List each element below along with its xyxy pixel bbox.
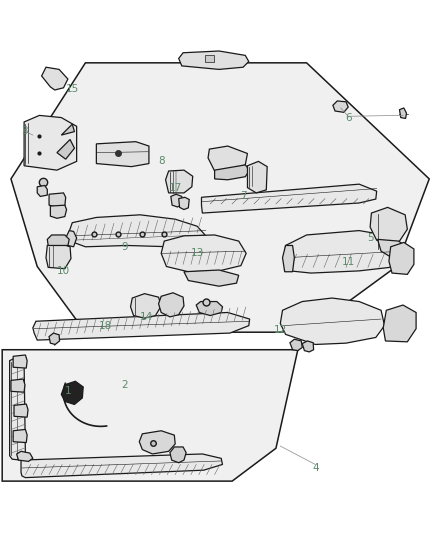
Polygon shape <box>201 184 377 213</box>
Text: 12: 12 <box>274 325 287 335</box>
Polygon shape <box>11 63 429 332</box>
Text: 2: 2 <box>121 379 128 390</box>
Polygon shape <box>13 430 27 442</box>
Polygon shape <box>333 101 348 112</box>
Polygon shape <box>159 293 184 317</box>
Polygon shape <box>11 379 25 392</box>
Polygon shape <box>49 333 60 344</box>
Polygon shape <box>61 124 74 135</box>
Polygon shape <box>13 355 27 368</box>
Polygon shape <box>139 431 175 454</box>
Text: 7: 7 <box>240 191 247 201</box>
Bar <box>205 55 214 61</box>
Text: 14: 14 <box>140 312 153 322</box>
Polygon shape <box>215 165 250 180</box>
Polygon shape <box>170 447 186 463</box>
Text: 10: 10 <box>57 266 70 276</box>
Polygon shape <box>383 305 416 342</box>
Polygon shape <box>184 270 239 286</box>
Polygon shape <box>47 235 69 246</box>
Polygon shape <box>57 140 74 159</box>
Text: 9: 9 <box>121 242 128 252</box>
Text: 8: 8 <box>159 156 166 166</box>
Polygon shape <box>21 454 223 478</box>
Polygon shape <box>14 404 28 417</box>
Text: 4: 4 <box>312 463 319 473</box>
Text: 15: 15 <box>66 84 79 94</box>
Polygon shape <box>10 359 25 460</box>
Polygon shape <box>24 115 77 170</box>
Polygon shape <box>49 193 66 207</box>
Polygon shape <box>389 243 414 274</box>
Polygon shape <box>37 185 47 197</box>
Polygon shape <box>166 170 193 193</box>
Polygon shape <box>17 451 33 462</box>
Text: 3: 3 <box>21 126 28 136</box>
Polygon shape <box>96 142 149 167</box>
Polygon shape <box>280 298 385 344</box>
Text: 5: 5 <box>367 233 374 243</box>
Text: 13: 13 <box>191 248 204 259</box>
Polygon shape <box>378 239 406 258</box>
Polygon shape <box>69 215 206 247</box>
Text: 17: 17 <box>169 183 182 192</box>
Polygon shape <box>33 312 250 340</box>
Text: 18: 18 <box>99 321 112 330</box>
Polygon shape <box>50 205 67 219</box>
Polygon shape <box>399 108 406 118</box>
Polygon shape <box>196 302 223 316</box>
Polygon shape <box>171 194 182 207</box>
Polygon shape <box>247 161 267 193</box>
Text: 1: 1 <box>64 386 71 397</box>
Polygon shape <box>46 243 71 269</box>
Polygon shape <box>131 294 161 318</box>
Polygon shape <box>290 339 302 351</box>
Polygon shape <box>2 350 298 481</box>
Polygon shape <box>208 146 247 171</box>
Polygon shape <box>179 51 249 69</box>
Polygon shape <box>283 246 294 272</box>
Polygon shape <box>61 381 83 405</box>
Polygon shape <box>179 197 189 209</box>
Polygon shape <box>161 235 246 272</box>
Polygon shape <box>66 231 77 247</box>
Polygon shape <box>42 67 68 90</box>
Text: 6: 6 <box>345 112 352 123</box>
Text: 11: 11 <box>342 257 355 267</box>
Polygon shape <box>285 231 403 273</box>
Polygon shape <box>370 207 407 243</box>
Polygon shape <box>302 341 314 352</box>
